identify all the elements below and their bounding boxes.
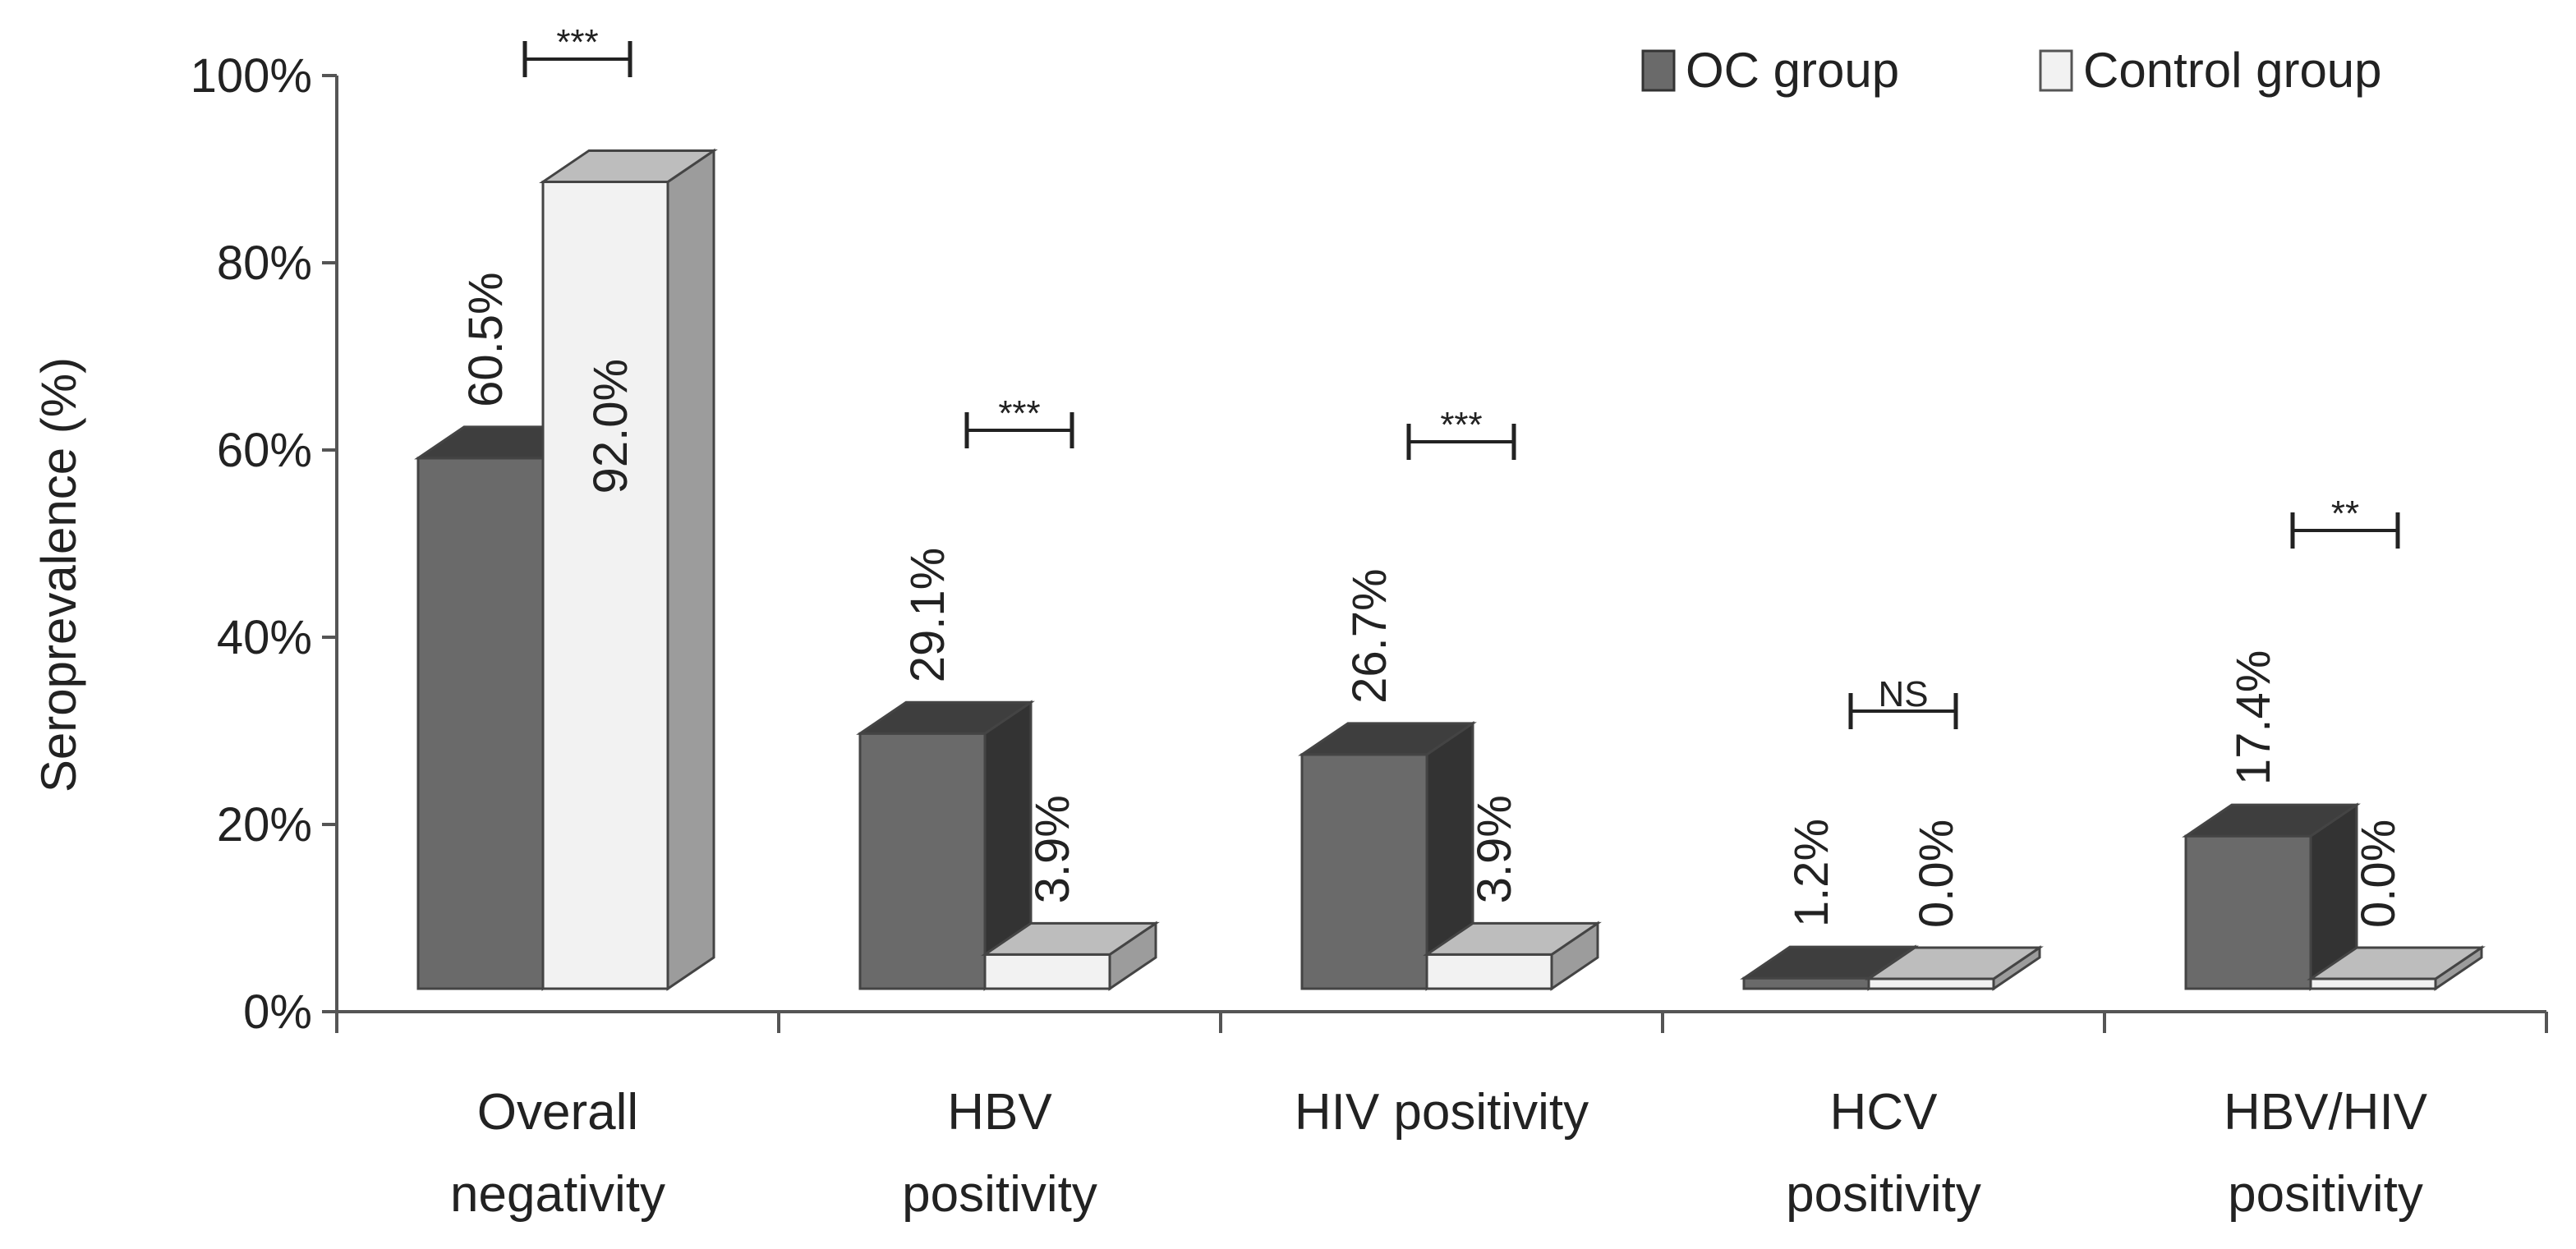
bar-oc-4 (2182, 802, 2361, 991)
y-tick-label: 80% (217, 236, 312, 290)
significance-bracket: *** (964, 393, 1074, 448)
bar-control-1-front (983, 953, 1111, 990)
axes: 0% 20% 40% 60% 80% 100% Overall negativity HBV po… (191, 49, 2548, 1223)
bar-control-4-front (2309, 977, 2437, 990)
category-label: positivity (902, 1166, 1097, 1223)
bar-control-3-front (1867, 977, 1995, 990)
data-label-oc: 26.7% (1343, 568, 1396, 703)
significance-label: *** (998, 393, 1040, 434)
legend: OC group Control group (1641, 43, 2382, 98)
significance-label: *** (556, 22, 598, 62)
data-label-oc: 60.5% (459, 272, 513, 406)
bar-oc-2-front (1300, 753, 1428, 990)
data-label-control: 0.0% (1910, 820, 1963, 928)
category-label: negativity (450, 1166, 665, 1223)
significance-bracket: *** (1406, 405, 1516, 460)
category-label: HIV positivity (1295, 1084, 1589, 1141)
bar-oc-1 (856, 700, 1035, 991)
bar-oc-4-top (2182, 803, 2361, 838)
bar-oc-0-front (416, 457, 545, 990)
bar-control-3 (1865, 945, 2044, 991)
category-label: positivity (1786, 1166, 1981, 1223)
y-tick-label: 20% (217, 798, 312, 852)
legend-label-control: Control group (2083, 43, 2382, 98)
significance-bracket: NS (1848, 674, 1958, 729)
bar-control-0-side (666, 148, 715, 991)
y-tick-label: 60% (217, 424, 312, 477)
bar-control-2-front (1425, 953, 1553, 990)
bar-control-1-top (981, 921, 1160, 956)
data-label-oc: 29.1% (901, 548, 954, 682)
bars (414, 148, 2486, 991)
data-label-control: 0.0% (2352, 820, 2405, 928)
legend-label-oc: OC group (1686, 43, 1899, 98)
category-label: Overall (477, 1084, 638, 1141)
significance-bracket: ** (2290, 494, 2400, 549)
data-label-oc: 17.4% (2227, 650, 2280, 785)
category-label: positivity (2228, 1166, 2423, 1223)
significance-label: NS (1878, 674, 1928, 714)
y-tick-label: 0% (243, 985, 312, 1039)
data-label-control: 3.9% (1468, 795, 1521, 903)
bar-oc-2-top (1298, 722, 1477, 756)
bar-control-4-top (2307, 946, 2486, 980)
category-label: HCV (1830, 1084, 1939, 1141)
category-label: HBV (947, 1084, 1052, 1141)
data-label-control: 92.0% (584, 359, 637, 494)
legend-swatch-oc (1641, 49, 1676, 92)
bar-oc-1-top (856, 700, 1035, 735)
significance-label: ** (2331, 494, 2359, 534)
bar-control-0 (539, 148, 718, 991)
bar-control-2 (1423, 921, 1602, 991)
bar-control-3-top (1865, 946, 2044, 980)
data-label-control: 3.9% (1026, 795, 1079, 903)
annotations: 60.5% 92.0% 29.1% 3.9% 26.7% 3.9% 1.2% 0.0% 17.4… (459, 22, 2405, 928)
legend-swatch-control (2039, 49, 2073, 92)
significance-bracket: *** (522, 22, 632, 77)
significance-label: *** (1440, 405, 1482, 445)
y-axis-title: Seroprevalence (%) (31, 357, 86, 792)
bar-control-1 (981, 921, 1160, 991)
bar-oc-3-front (1742, 976, 1870, 990)
bar-control-0-front (541, 180, 669, 990)
bar-oc-2 (1298, 721, 1477, 991)
category-label: HBV/HIV (2224, 1084, 2428, 1141)
bar-control-0-top (539, 149, 718, 183)
bar-control-2-top (1423, 921, 1602, 956)
bar-oc-4-front (2184, 834, 2312, 990)
y-tick-label: 100% (191, 49, 312, 103)
data-label-oc: 1.2% (1785, 819, 1838, 927)
bar-oc-1-front (858, 732, 987, 990)
y-tick-label: 40% (217, 611, 312, 664)
bar-control-4 (2307, 945, 2486, 991)
